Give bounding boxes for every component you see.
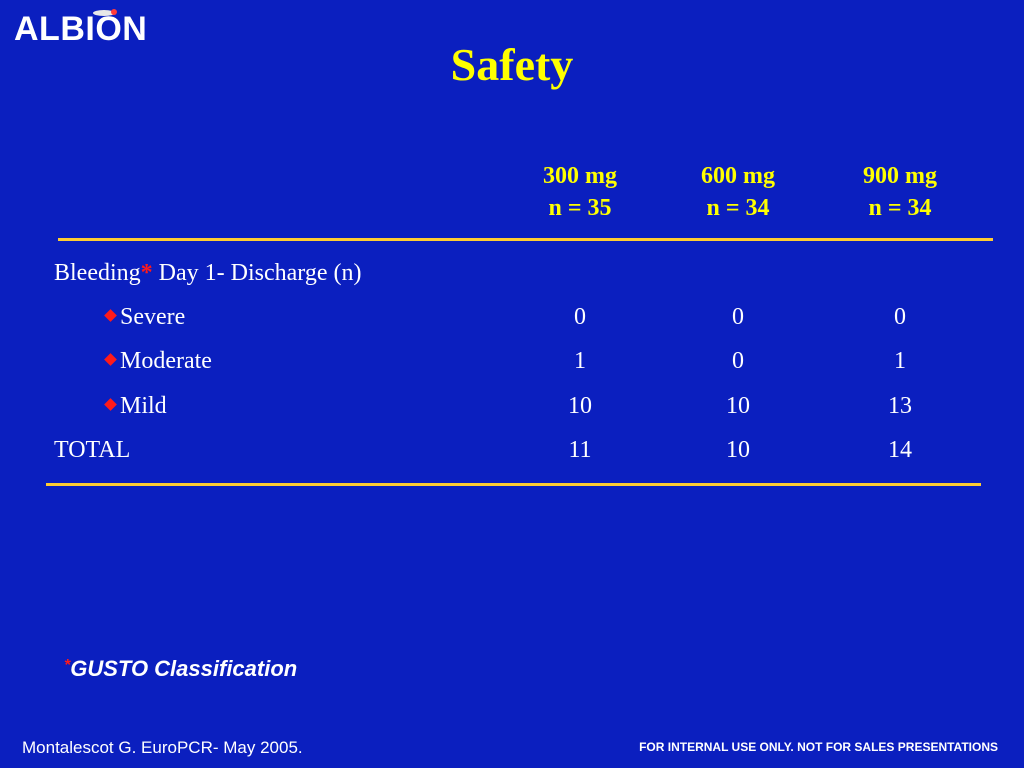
total-300mg: 11: [568, 437, 592, 463]
disclaimer: FOR INTERNAL USE ONLY. NOT FOR SALES PRE…: [639, 740, 998, 754]
cell-600mg: 0: [732, 348, 744, 374]
table-row: Mild 10 10 13: [0, 393, 1024, 427]
brand-logo: ALBION: [14, 9, 148, 49]
cell-300mg: 10: [568, 393, 592, 419]
footnote-asterisk: *: [64, 657, 71, 674]
row-label: Mild: [104, 393, 167, 420]
column-n: n = 34: [868, 195, 932, 221]
section-label-main: Bleeding: [54, 260, 141, 286]
logo-swoosh-icon: [93, 9, 117, 16]
footnote-text: GUSTO Classification: [70, 656, 298, 681]
column-header-900mg: 900 mg n = 34: [830, 160, 970, 224]
cell-600mg: 0: [732, 304, 744, 330]
column-dose: 600 mg: [701, 163, 775, 189]
slide-title: Safety: [450, 39, 574, 90]
row-label-text: Severe: [120, 304, 186, 330]
row-label-text: Moderate: [120, 348, 212, 374]
footnote: *GUSTO Classification: [64, 656, 297, 682]
section-label-asterisk: *: [140, 260, 153, 286]
column-dose: 300 mg: [543, 163, 617, 189]
logo-text: ALBION: [14, 10, 148, 48]
column-n: n = 35: [548, 195, 612, 221]
header-divider: [58, 238, 993, 241]
footer-divider: [46, 483, 981, 486]
section-label: Bleeding* Day 1- Discharge (n): [54, 260, 361, 287]
row-label-text: Mild: [120, 393, 167, 419]
section-label-row: Bleeding* Day 1- Discharge (n): [0, 260, 1024, 294]
table-row: Moderate 1 0 1: [0, 348, 1024, 382]
table-row: Severe 0 0 0: [0, 304, 1024, 338]
section-label-rest: Day 1- Discharge (n): [152, 260, 362, 286]
total-900mg: 14: [888, 437, 912, 463]
cell-300mg: 0: [574, 304, 586, 330]
column-header-600mg: 600 mg n = 34: [668, 160, 808, 224]
column-n: n = 34: [706, 195, 770, 221]
row-label: Moderate: [104, 348, 212, 375]
cell-600mg: 10: [726, 393, 750, 419]
diamond-bullet-icon: [104, 398, 117, 411]
diamond-bullet-icon: [104, 353, 117, 366]
cell-900mg: 13: [888, 393, 912, 419]
total-row: TOTAL 11 10 14: [0, 437, 1024, 471]
total-600mg: 10: [726, 437, 750, 463]
column-header-300mg: 300 mg n = 35: [510, 160, 650, 224]
row-label: Severe: [104, 304, 186, 331]
total-label: TOTAL: [54, 437, 131, 463]
citation: Montalescot G. EuroPCR- May 2005.: [22, 738, 303, 757]
diamond-bullet-icon: [104, 309, 117, 322]
cell-300mg: 1: [574, 348, 586, 374]
column-dose: 900 mg: [863, 163, 937, 189]
cell-900mg: 0: [894, 304, 906, 330]
cell-900mg: 1: [894, 348, 906, 374]
